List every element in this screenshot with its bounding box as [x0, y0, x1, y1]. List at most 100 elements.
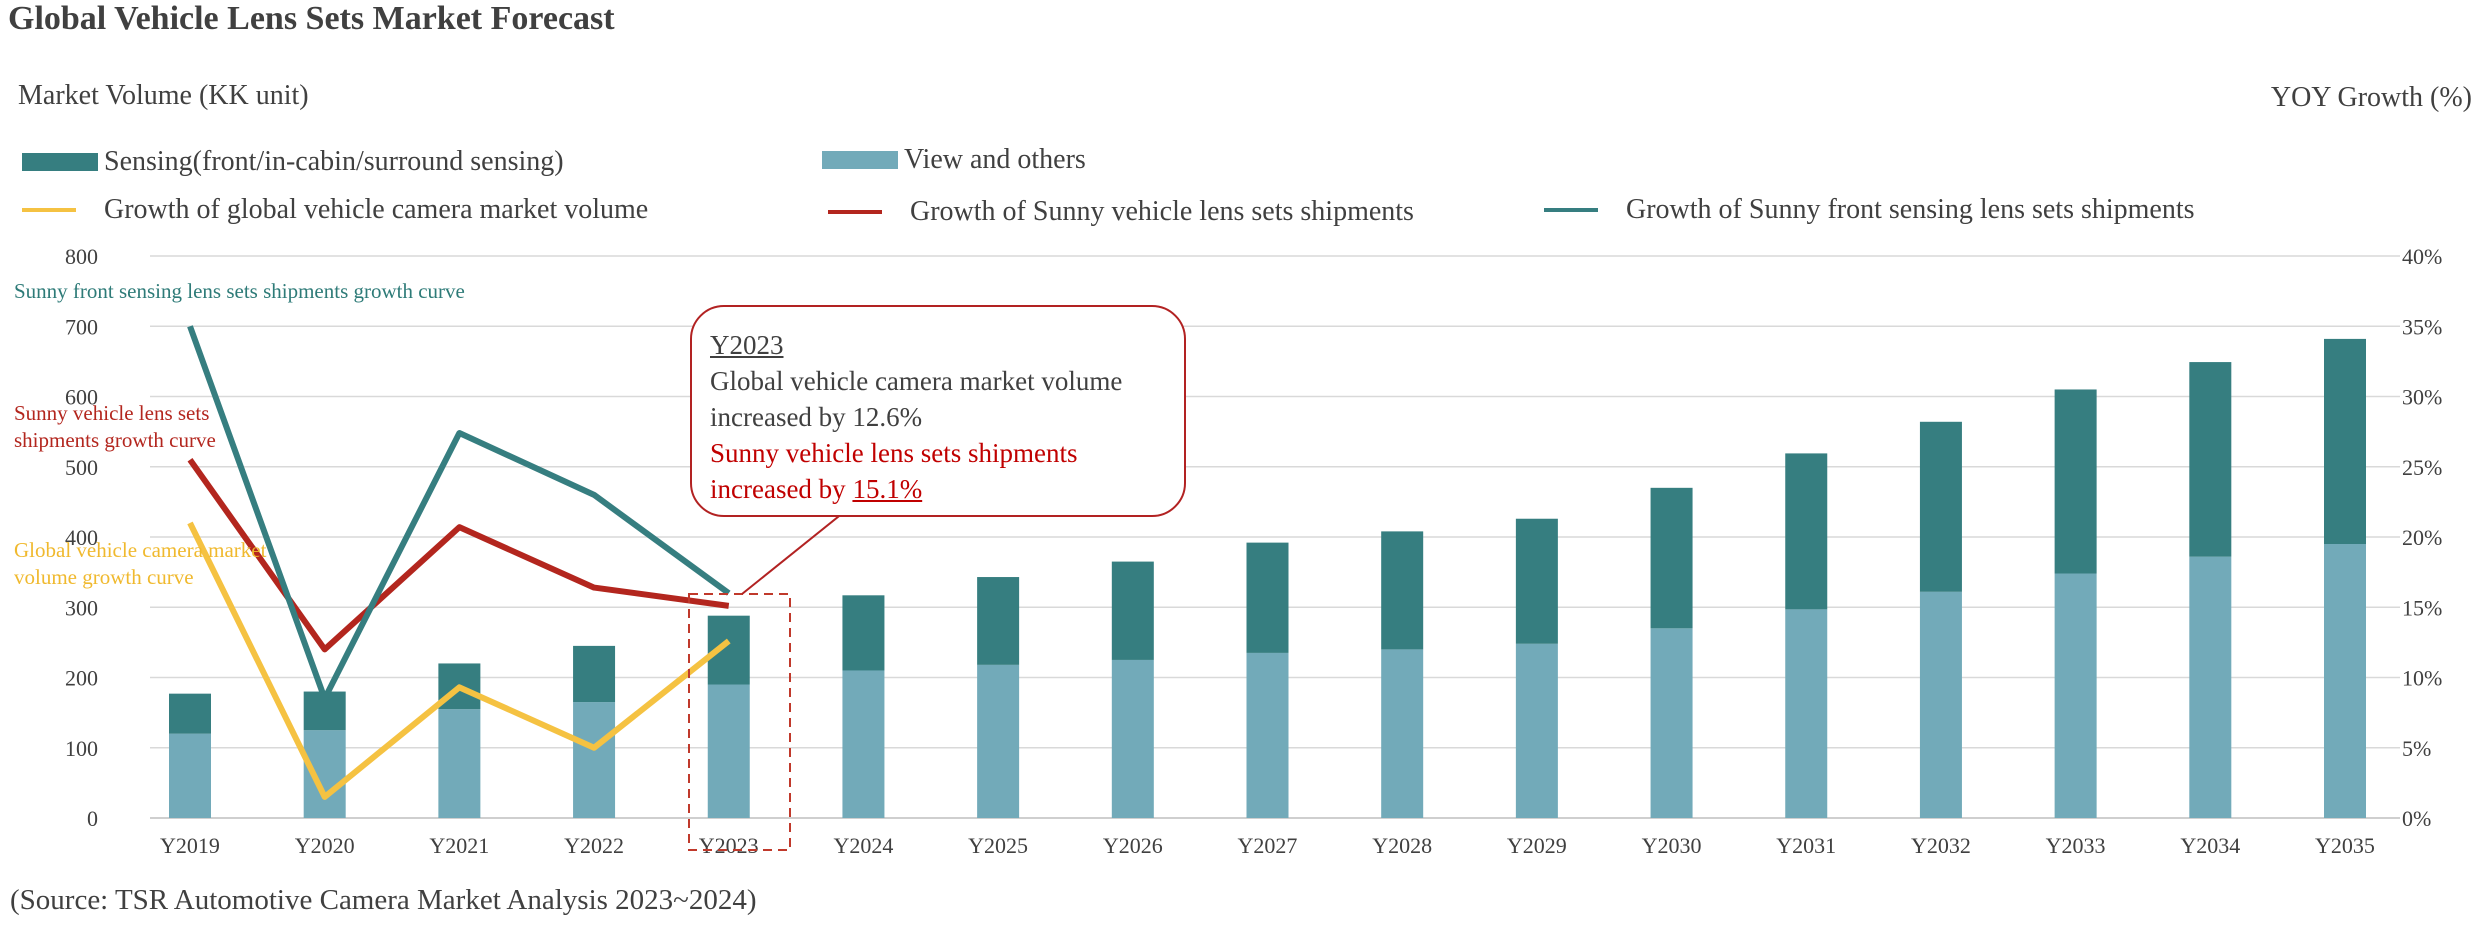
bar-sensing-y2027	[1246, 542, 1289, 653]
legend-sensing-swatch	[22, 153, 98, 171]
highlight-box-y2023	[688, 593, 791, 851]
bar-sensing-y2028	[1381, 531, 1424, 650]
y-right-tick-label: 20%	[2402, 525, 2442, 550]
bar-view-y2020	[303, 730, 346, 818]
legend-sunny-growth-swatch	[828, 210, 882, 214]
x-tick-label: Y2034	[2180, 833, 2240, 858]
bar-view-y2026	[1111, 659, 1154, 818]
bar-view-y2021	[438, 709, 481, 818]
x-tick-label: Y2025	[968, 833, 1028, 858]
legend-global-growth: Growth of global vehicle camera market v…	[22, 194, 648, 226]
legend-view: View and others	[822, 144, 1086, 176]
y-left-tick-label: 600	[65, 385, 98, 410]
sunny-curve-annotation-2: shipments growth curve	[14, 428, 216, 452]
x-tick-label: Y2030	[1642, 833, 1702, 858]
x-tick-label: Y2027	[1238, 833, 1298, 858]
bar-sensing-y2033	[2054, 389, 2097, 574]
y-left-tick-label: 400	[65, 525, 98, 550]
y-right-tick-label: 5%	[2402, 736, 2431, 761]
bar-view-y2022	[573, 702, 616, 818]
bar-sensing-y2019	[169, 693, 211, 734]
y-right-tick-label: 40%	[2402, 244, 2442, 269]
global-growth-line	[187, 521, 731, 800]
bar-sensing-y2031	[1785, 453, 1828, 610]
bar-sensing-y2034	[2189, 362, 2232, 557]
x-tick-label: Y2020	[295, 833, 355, 858]
y-right-tick-label: 25%	[2402, 455, 2442, 480]
y-right-tick-label: 35%	[2402, 314, 2442, 339]
bar-view-y2028	[1381, 649, 1424, 818]
x-tick-label: Y2019	[160, 833, 220, 858]
y-left-tick-label: 100	[65, 736, 98, 761]
x-tick-label: Y2021	[429, 833, 489, 858]
callout-title: Y2023	[710, 330, 784, 360]
bar-sensing-y2026	[1111, 561, 1154, 660]
bar-view-y2034	[2189, 556, 2232, 818]
bar-view-y2033	[2054, 573, 2097, 818]
legend-view-label: View and others	[904, 144, 1086, 175]
y-left-tick-label: 800	[65, 244, 98, 269]
x-tick-label: Y2023	[699, 833, 759, 858]
y-left-tick-label: 0	[87, 806, 98, 831]
sunny-growth-line	[187, 457, 730, 653]
source-note: (Source: TSR Automotive Camera Market An…	[10, 884, 757, 916]
x-tick-label: Y2033	[2046, 833, 2106, 858]
x-tick-label: Y2032	[1911, 833, 1971, 858]
callout-line-4-prefix: increased by	[710, 474, 853, 504]
y-left-tick-label: 200	[65, 666, 98, 691]
bar-view-y2031	[1785, 609, 1828, 818]
y-left-tick-label: 700	[65, 314, 98, 339]
legend-view-swatch	[822, 151, 898, 169]
callout-line-2: increased by 12.6%	[710, 402, 923, 432]
legend-front-growth: Growth of Sunny front sensing lens sets …	[1544, 194, 2195, 226]
bar-view-y2032	[1919, 591, 1962, 818]
bar-view-y2019	[169, 733, 211, 818]
bar-view-y2027	[1246, 652, 1289, 818]
front-curve-annotation: Sunny front sensing lens sets shipments …	[14, 279, 465, 303]
x-tick-label: Y2028	[1372, 833, 1432, 858]
legend-sensing-label: Sensing(front/in-cabin/surround sensing)	[104, 146, 564, 177]
front-sensing-growth-line	[187, 325, 731, 702]
y-left-tick-label: 500	[65, 455, 98, 480]
bar-sensing-y2032	[1919, 421, 1962, 592]
y-left-tick-label: 300	[65, 595, 98, 620]
global-curve-annotation-2: volume growth curve	[14, 565, 194, 589]
bar-view-y2029	[1515, 643, 1558, 818]
bar-sensing-y2024	[842, 595, 885, 671]
callout-line-4-value: 15.1%	[852, 474, 923, 504]
x-tick-label: Y2024	[833, 833, 893, 858]
bar-view-y2035	[2324, 544, 2366, 818]
callout-line-3: Sunny vehicle lens sets shipments	[710, 438, 1078, 468]
bar-sensing-y2030	[1650, 487, 1693, 629]
y-right-tick-label: 0%	[2402, 806, 2431, 831]
x-tick-label: Y2029	[1507, 833, 1567, 858]
bar-view-y2025	[977, 664, 1020, 818]
legend-global-growth-label: Growth of global vehicle camera market v…	[104, 194, 649, 225]
legend-sunny-growth: Growth of Sunny vehicle lens sets shipme…	[828, 196, 1414, 228]
legend-front-growth-swatch	[1544, 208, 1598, 212]
bar-sensing-y2022	[573, 645, 616, 703]
sunny-curve-annotation-1: Sunny vehicle lens sets	[14, 401, 210, 425]
callout-line-4: increased by 15.1%	[710, 471, 1184, 507]
left-axis-label: Market Volume (KK unit)	[18, 80, 309, 111]
y-right-tick-label: 30%	[2402, 385, 2442, 410]
bar-view-y2024	[842, 670, 885, 818]
x-tick-label: Y2022	[564, 833, 624, 858]
y-right-tick-label: 15%	[2402, 595, 2442, 620]
x-tick-label: Y2035	[2315, 833, 2375, 858]
y-right-tick-label: 10%	[2402, 666, 2442, 691]
x-tick-label: Y2031	[1776, 833, 1836, 858]
bar-sensing-y2029	[1515, 518, 1558, 644]
bar-view-y2030	[1650, 628, 1693, 818]
y2023-callout: Y2023 Global vehicle camera market volum…	[690, 305, 1186, 517]
legend-sunny-growth-label: Growth of Sunny vehicle lens sets shipme…	[910, 196, 1414, 227]
legend-front-growth-label: Growth of Sunny front sensing lens sets …	[1626, 194, 2195, 225]
bar-sensing-y2035	[2324, 338, 2366, 545]
bar-view-y2023	[707, 684, 750, 818]
global-curve-annotation-1: Global vehicle camera market	[14, 538, 267, 562]
legend-sensing: Sensing(front/in-cabin/surround sensing)	[22, 146, 564, 178]
x-tick-label: Y2026	[1103, 833, 1163, 858]
bar-sensing-y2025	[977, 577, 1020, 665]
chart-title: Global Vehicle Lens Sets Market Forecast	[8, 0, 615, 37]
